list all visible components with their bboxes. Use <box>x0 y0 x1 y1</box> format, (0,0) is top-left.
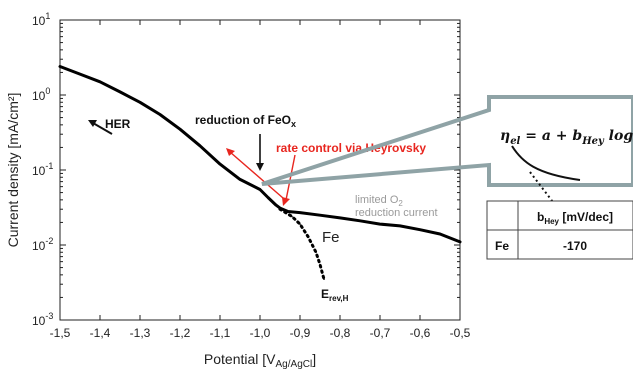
x-tick-label: -1,5 <box>50 326 71 340</box>
inset-curve <box>511 145 581 181</box>
x-tick-label: -0,8 <box>330 326 351 340</box>
series-fit-dotted <box>278 207 326 281</box>
erev-label: Erev,H <box>321 287 349 303</box>
data-point <box>323 278 325 281</box>
y-tick-label: 10-1 <box>32 161 53 178</box>
data-point <box>275 204 277 206</box>
series-line-fe <box>58 65 462 244</box>
reduction-arrow <box>256 134 264 171</box>
data-point <box>359 220 361 222</box>
x-tick-label: -1,1 <box>210 326 231 340</box>
inset-fit-line <box>529 171 557 207</box>
x-tick-label: -1,4 <box>90 326 111 340</box>
data-point <box>239 178 241 181</box>
series-label-fe: Fe <box>322 229 340 246</box>
limited-label-line1: limited O2 <box>355 194 403 208</box>
data-point <box>299 223 301 225</box>
x-tick-label: -0,7 <box>370 326 391 340</box>
data-point <box>287 210 289 213</box>
series-layer <box>58 65 462 281</box>
data-point <box>179 128 181 130</box>
x-tick-label: -1,3 <box>130 326 151 340</box>
y-axis-ticks: 10-3 10-2 10-1 100 101 <box>32 11 460 328</box>
data-point <box>159 113 161 116</box>
data-point <box>339 217 341 219</box>
y-minor-ticks <box>60 22 460 298</box>
x-tick-label: -0,5 <box>450 326 471 340</box>
y-tick-label: 10-3 <box>32 311 53 328</box>
data-point <box>279 208 281 210</box>
data-point <box>139 101 141 104</box>
data-point <box>319 263 321 266</box>
x-axis-ticks: -1,5 -1,4 -1,3 -1,2 -1,1 -1,0 -0,9 -0,8 -0,7 -0,6… <box>50 20 471 340</box>
limited-label-line2: reduction current <box>355 207 438 219</box>
data-point <box>439 233 441 235</box>
y-axis-label: Current density [mA/cm²] <box>5 93 21 248</box>
data-point <box>315 251 317 254</box>
her-label: HER <box>105 117 131 131</box>
inset-panel: ηel = a + bHey log j <box>500 128 633 207</box>
data-point <box>419 228 421 231</box>
x-tick-label: -0,6 <box>410 326 431 340</box>
data-point <box>307 235 309 238</box>
data-point <box>379 223 381 225</box>
x-tick-label: -0,9 <box>290 326 311 340</box>
data-point <box>259 188 261 191</box>
data-point <box>319 214 321 216</box>
data-point <box>399 225 401 227</box>
y-tick-label: 100 <box>32 86 50 103</box>
x-axis-label: Potential [VAg/AgCl] <box>204 351 316 370</box>
x-tick-label: -1,0 <box>250 326 271 340</box>
inset-equation: ηel = a + bHey log j <box>500 128 633 147</box>
data-point <box>199 145 201 147</box>
data-point <box>99 81 101 83</box>
data-point <box>459 241 461 243</box>
data-point <box>59 65 61 68</box>
x-tick-label: -1,2 <box>170 326 191 340</box>
data-point <box>299 211 301 214</box>
data-point <box>119 91 121 93</box>
red-arrow-2 <box>282 154 296 206</box>
zoom-callout <box>261 95 633 187</box>
her-arrow <box>88 120 113 135</box>
data-point <box>267 196 269 199</box>
data-point <box>79 73 81 75</box>
reduction-label: reduction of FeOx <box>195 113 296 129</box>
y-tick-label: 10-2 <box>32 236 53 253</box>
table-row-label: Fe <box>495 239 509 253</box>
data-point <box>219 163 221 165</box>
table-row-value: -170 <box>563 239 587 253</box>
y-tick-label: 101 <box>32 11 50 28</box>
hey-table: bHey [mV/dec] Fe -170 <box>486 200 633 260</box>
red-arrow-1 <box>226 148 284 199</box>
data-point <box>291 215 293 218</box>
